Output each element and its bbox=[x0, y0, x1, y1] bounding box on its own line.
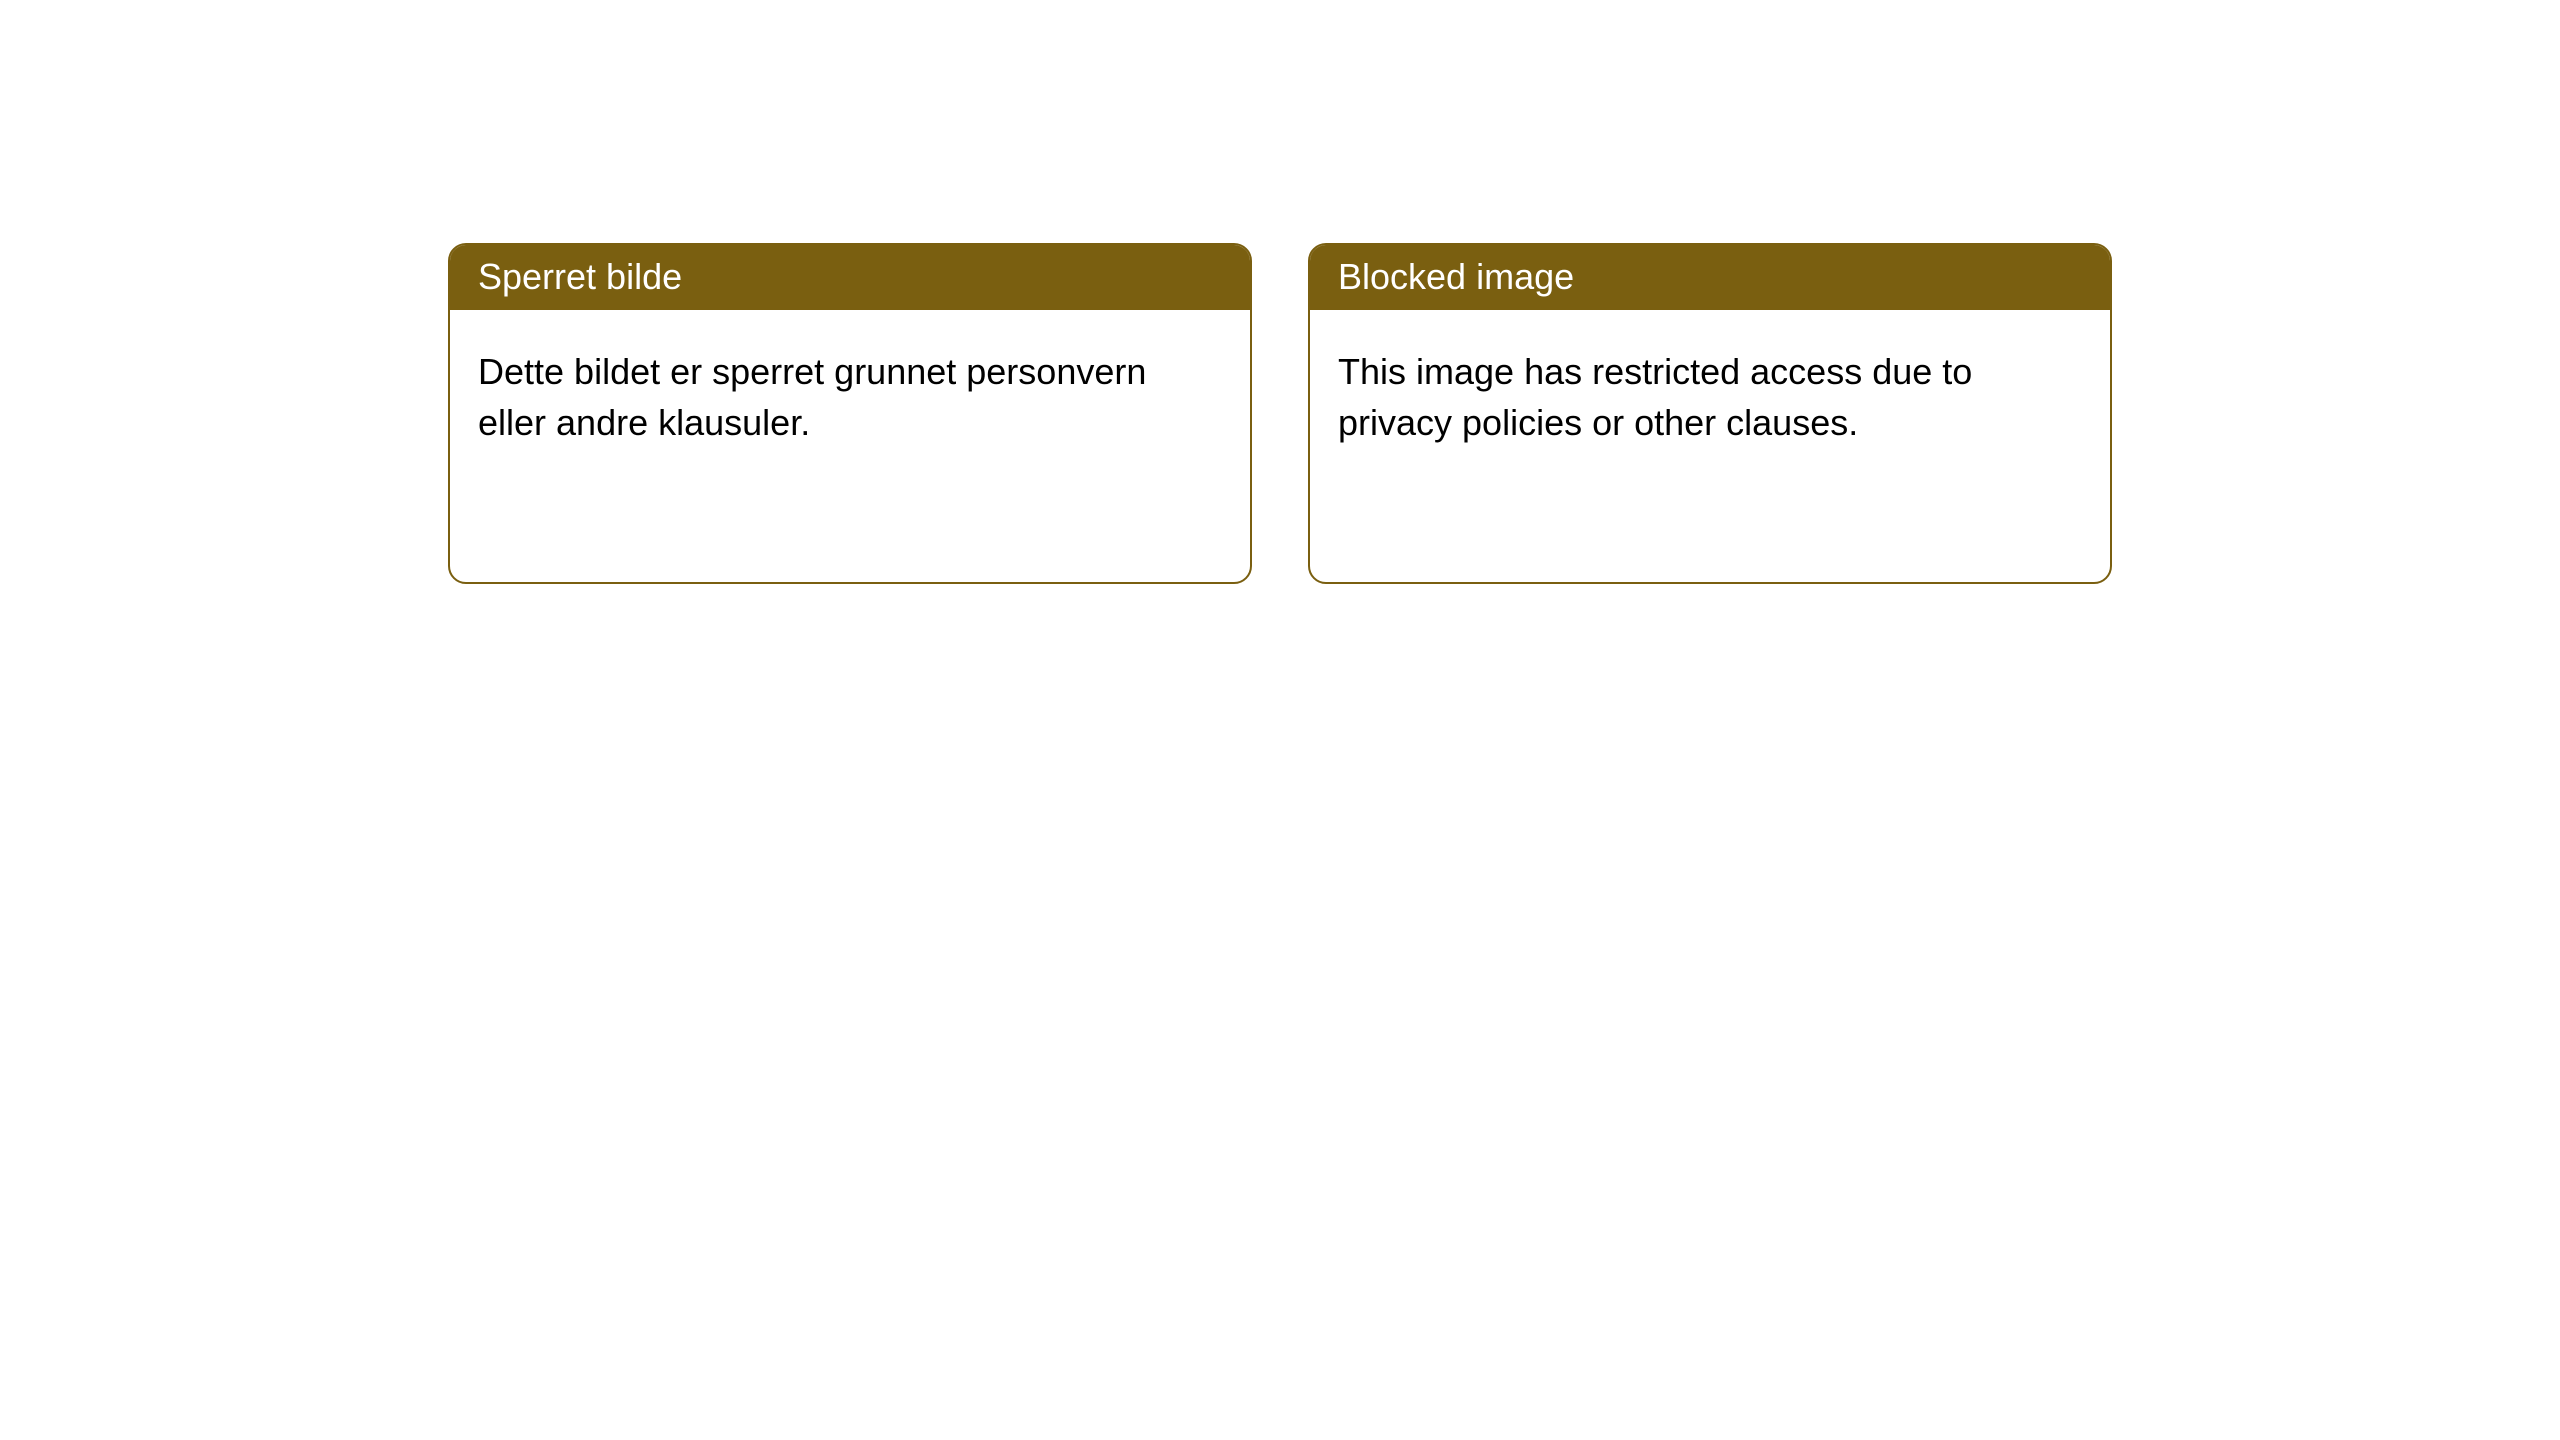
notice-card-no: Sperret bilde Dette bildet er sperret gr… bbox=[448, 243, 1252, 584]
notice-card-en: Blocked image This image has restricted … bbox=[1308, 243, 2112, 584]
notices-row: Sperret bilde Dette bildet er sperret gr… bbox=[0, 0, 2560, 584]
notice-body-en: This image has restricted access due to … bbox=[1310, 310, 2110, 582]
notice-title-no: Sperret bilde bbox=[450, 245, 1250, 310]
notice-body-no: Dette bildet er sperret grunnet personve… bbox=[450, 310, 1250, 582]
notice-title-en: Blocked image bbox=[1310, 245, 2110, 310]
